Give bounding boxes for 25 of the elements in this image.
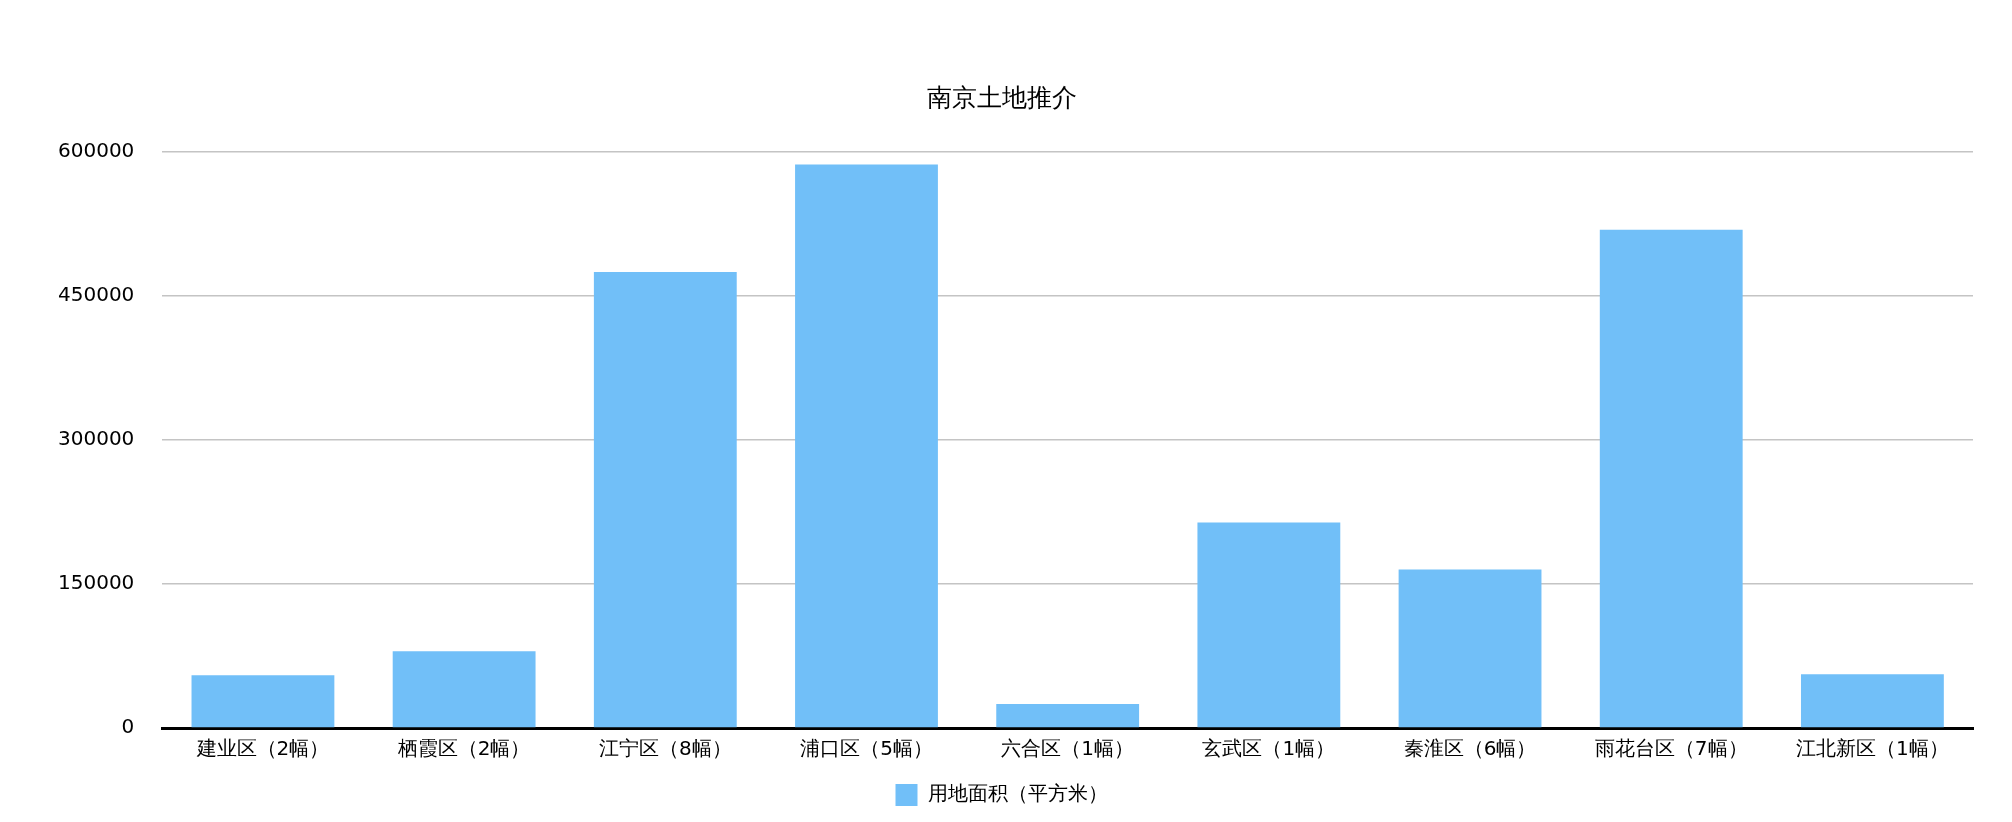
x-tick-label: 江宁区（8幅） — [598, 736, 732, 761]
bar — [593, 272, 737, 728]
bar — [1197, 522, 1341, 728]
y-tick-label: 0 — [121, 714, 135, 739]
bar — [795, 164, 938, 728]
x-tick-label: 栖霞区（2幅） — [396, 736, 531, 761]
bar — [392, 651, 536, 728]
x-tick-label: 浦口区（5幅） — [800, 736, 933, 761]
legend-label: 用地面积（平方米） — [927, 781, 1108, 806]
x-tick-label: 雨花台区（7幅） — [1594, 736, 1748, 761]
y-tick-label: 450000 — [57, 282, 135, 307]
bar — [1599, 229, 1743, 728]
y-tick-label: 600000 — [57, 138, 135, 163]
x-tick-label: 江北新区（1幅） — [1796, 736, 1949, 761]
bar — [191, 675, 335, 728]
bar — [996, 704, 1140, 728]
y-tick-label: 150000 — [57, 570, 135, 595]
chart-title: 南京土地推介 — [926, 82, 1077, 112]
x-tick-label: 六合区（1幅） — [1001, 736, 1135, 761]
y-tick-label: 300000 — [57, 426, 135, 451]
x-tick-label: 玄武区（1幅） — [1202, 736, 1336, 761]
x-tick-label: 秦淮区（6幅） — [1403, 736, 1537, 761]
bar — [1800, 674, 1944, 728]
x-tick-label: 建业区（2幅） — [195, 736, 330, 761]
bar — [1398, 569, 1542, 728]
